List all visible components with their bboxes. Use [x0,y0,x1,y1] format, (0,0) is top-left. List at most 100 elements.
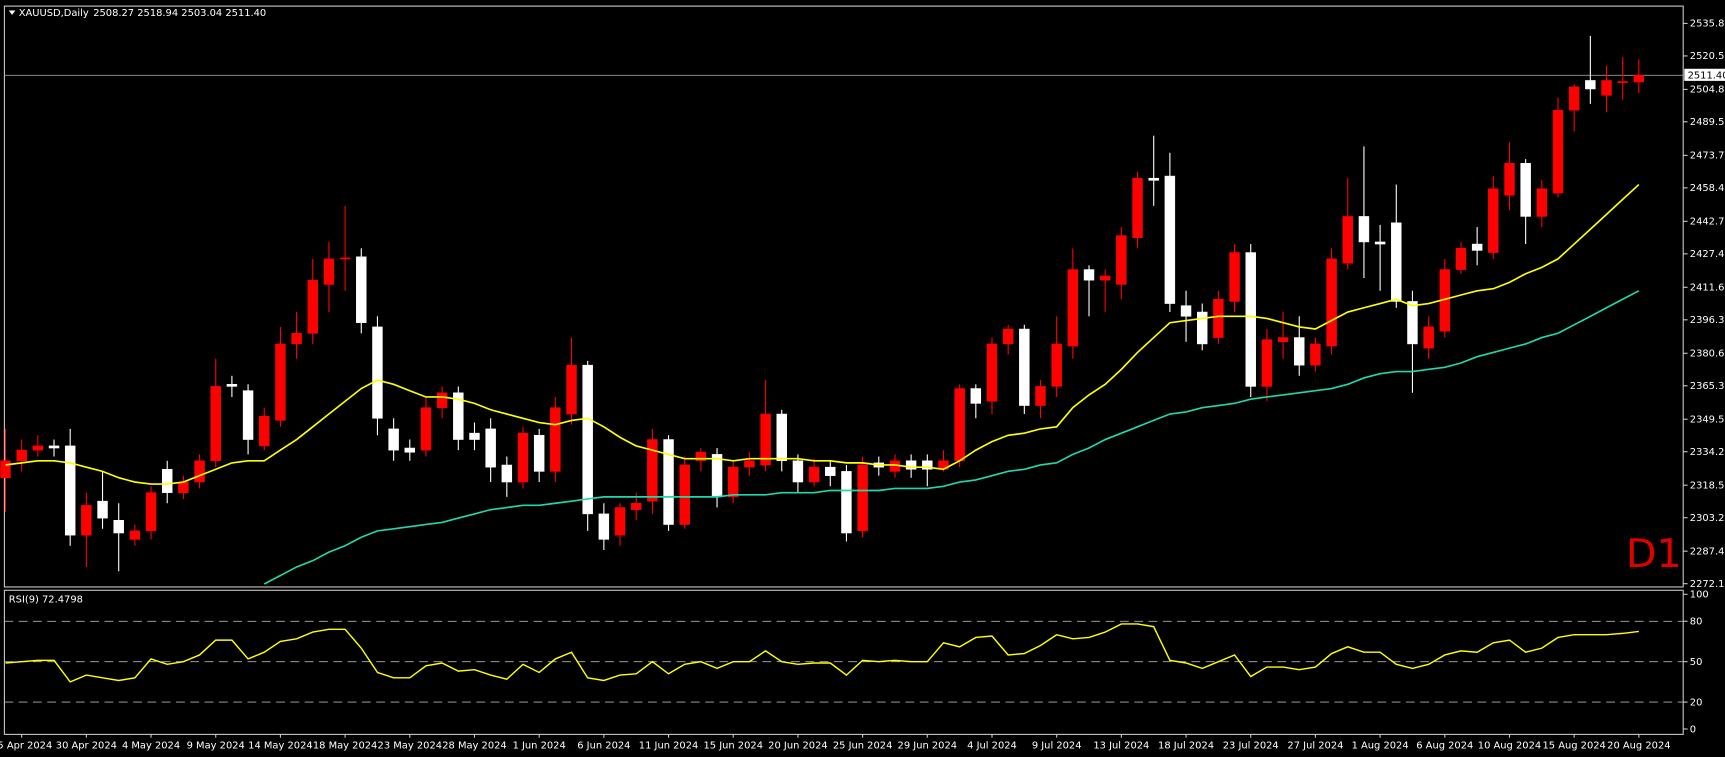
candle-body [404,447,416,453]
x-tick-label: 28 May 2024 [442,741,507,752]
candle-body [1374,241,1386,245]
candle-body [630,502,642,510]
rsi-line [5,623,1639,683]
candle-body [161,468,173,493]
candle-body [1310,343,1321,366]
candle-body [614,507,626,536]
candle-body [776,413,787,462]
y-tick-label: 2380.60 [1690,349,1725,360]
candle-body [469,432,480,440]
candle-body [1164,175,1176,304]
x-tick-label: 9 Jul 2024 [1032,741,1082,752]
candle-body [1245,252,1256,387]
candle-body [1035,386,1046,406]
candle-body [1585,80,1596,90]
candle-body [647,439,658,502]
candle-body [1148,177,1159,181]
candle-body [1083,269,1095,281]
x-tick-label: 6 Jun 2024 [577,741,630,752]
candle-body [695,451,707,462]
x-tick-label: 15 Aug 2024 [1542,741,1605,752]
candle-body [16,449,27,462]
rsi-panel-frame [3,589,1684,735]
candle-body [1196,311,1208,345]
candle-body [1294,337,1305,366]
ohlc-values: 2508.27 2518.94 2503.04 2511.40 [93,8,266,19]
x-tick-label: 25 Apr 2024 [0,741,52,752]
candle-body [113,519,124,534]
candle-body [145,492,157,532]
candle-body [711,454,723,498]
candle-body [129,530,141,540]
candle-body [1326,258,1337,347]
candle-body [1342,216,1353,264]
y-tick-label: 2318.50 [1690,481,1725,492]
candle-body [792,460,804,483]
candle-body [986,343,998,402]
candle-body [1358,216,1370,243]
rsi-title: RSI(9) 72.4798 [9,594,83,605]
candle-body [323,258,335,285]
x-tick-label: 23 Jul 2024 [1223,741,1279,752]
candle-body [453,392,464,440]
candle-body [663,439,674,525]
y-tick-label: 2396.35 [1690,315,1725,326]
candle-body [922,460,933,470]
y-tick-label: 2442.70 [1690,217,1725,228]
candle-body [356,256,367,323]
rsi-y-tick-label: 100 [1690,590,1709,601]
candle-body [501,464,513,483]
y-tick-label: 2535.85 [1690,19,1725,30]
candle-body [905,460,917,470]
y-tick-label: 2272.15 [1690,579,1725,590]
candle-body [1116,235,1127,285]
candle-body [178,481,189,493]
candle-body [1019,328,1030,406]
price-label-box [1684,68,1725,81]
rsi-y-tick-label: 0 [1690,724,1696,735]
candle-body [1488,188,1499,253]
candle-body [728,466,739,498]
menu-triangle [8,10,16,15]
candle-body [1423,326,1434,349]
candle-body [598,513,610,540]
chart-header: XAUUSD,Daily 2508.27 2518.94 2503.04 2511… [19,8,267,19]
candle-body [582,364,593,515]
x-tick-label: 11 Jun 2024 [639,741,699,752]
candle-body [1099,275,1111,281]
rsi-y-tick-label: 20 [1690,697,1703,708]
candle-body [550,407,561,472]
candle-body [372,326,383,419]
candle-body [97,500,108,519]
candle-body [970,388,982,404]
candle-body [744,460,755,468]
x-tick-label: 9 May 2024 [187,741,245,752]
candle-body [291,333,302,345]
symbol-title: XAUUSD,Daily [19,8,89,19]
candle-body [1180,305,1192,317]
candle-body [1051,343,1062,387]
main-panel-frame [3,5,1684,588]
x-tick-label: 25 Jun 2024 [833,741,893,752]
x-tick-label: 20 Aug 2024 [1607,741,1670,752]
candle-body [1277,337,1289,343]
y-tick-label: 2287.45 [1690,546,1725,557]
candle-body [226,384,238,387]
x-tick-label: 6 Aug 2024 [1416,741,1473,752]
candle-body [1568,86,1580,111]
candle-body [420,407,432,451]
x-tick-label: 1 Jun 2024 [513,741,566,752]
y-tick-label: 2427.40 [1690,249,1725,260]
candle-body [259,415,270,447]
x-tick-label: 10 Aug 2024 [1478,741,1541,752]
x-tick-label: 4 Jul 2024 [967,741,1017,752]
candle-body [954,388,965,462]
candle-body [1455,248,1467,270]
y-tick-label: 2504.80 [1690,85,1725,96]
y-tick-label: 2520.55 [1690,51,1725,62]
y-tick-label: 2349.55 [1690,415,1725,426]
candle-body [1002,328,1014,345]
candle-body [1229,252,1240,302]
candle-body [242,390,254,440]
